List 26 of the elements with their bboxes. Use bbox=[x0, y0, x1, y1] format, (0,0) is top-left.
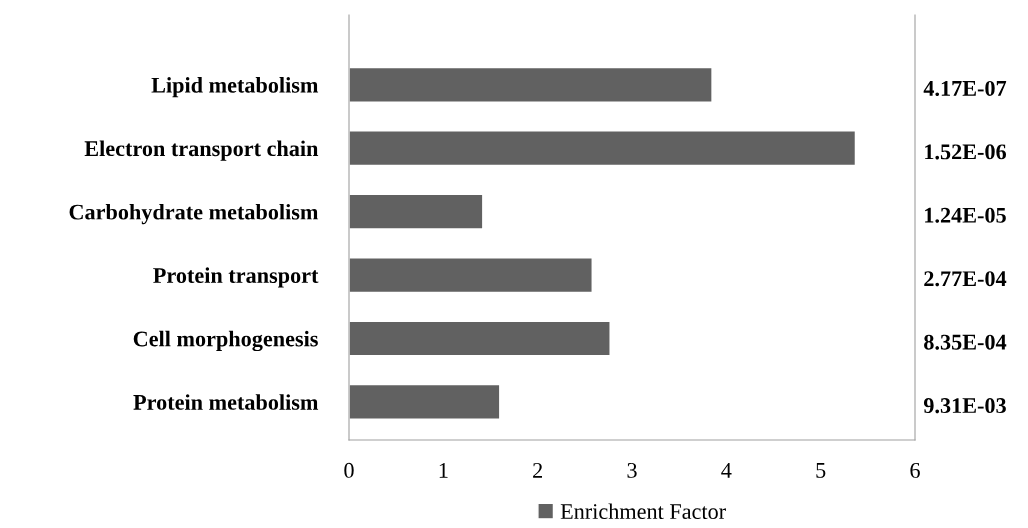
x-tick-label: 5 bbox=[816, 463, 826, 478]
y-tick-label: Lipid metabolism bbox=[151, 77, 319, 98]
bar bbox=[349, 383, 501, 421]
y-tick-label: Protein transport bbox=[153, 267, 319, 288]
y-tick-label: Cell morphogenesis bbox=[133, 330, 318, 352]
text: 1.52E-06 bbox=[925, 144, 1007, 160]
text: 4.17E-07 bbox=[923, 80, 1007, 96]
bar bbox=[349, 320, 612, 357]
text: 2.77E-04 bbox=[924, 271, 1007, 287]
bar bbox=[349, 193, 484, 230]
bar bbox=[349, 256, 594, 294]
x-tick-label: 1 bbox=[439, 462, 448, 478]
x-tick-label: 6 bbox=[910, 462, 920, 478]
x-tick-label: 3 bbox=[627, 462, 637, 478]
y-tick-label: Electron transport chain bbox=[84, 140, 319, 161]
y-tick-label: Protein metabolism bbox=[133, 394, 319, 410]
legend-label: Enrichment Factor bbox=[560, 503, 726, 520]
text: 8.35E-04 bbox=[924, 334, 1007, 350]
bar bbox=[349, 66, 714, 104]
x-tick-label: 4 bbox=[721, 463, 732, 478]
y-tick-label: Carbohydrate metabolism bbox=[69, 203, 319, 225]
text: 9.31E-03 bbox=[923, 398, 1006, 414]
x-tick-label: 2 bbox=[533, 462, 542, 478]
text: 1.24E-05 bbox=[925, 207, 1006, 223]
bar bbox=[349, 129, 857, 167]
x-tick-label: 0 bbox=[344, 462, 354, 478]
